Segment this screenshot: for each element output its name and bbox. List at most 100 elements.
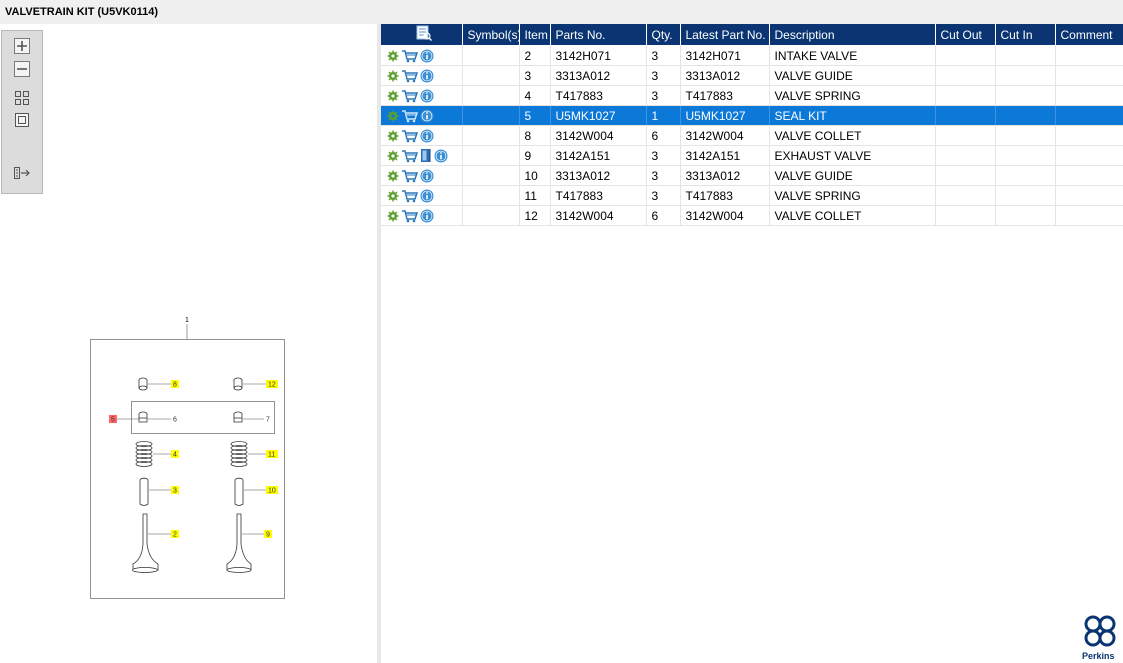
table-row[interactable]: 3 3313A012 3 3313A012 VALVE GUIDE (381, 65, 1123, 86)
callout-12[interactable]: 12 (243, 380, 278, 389)
parts-table: Symbol(s) Item Parts No. Qty. Latest Part No… (381, 24, 1123, 226)
cut-in-cell (995, 145, 1056, 166)
latest-part-no-cell: U5MK1027 (680, 105, 770, 126)
item-cell: 5 (519, 105, 551, 126)
table-row[interactable]: 9 3142A151 3 3142A151 EXHAUST VALVE (381, 145, 1123, 166)
column-chooser-icon[interactable] (415, 25, 433, 41)
pane-splitter[interactable] (377, 24, 381, 663)
cart-icon[interactable] (401, 49, 418, 63)
gear-icon[interactable] (387, 110, 399, 122)
gear-icon[interactable] (387, 50, 399, 62)
column-header[interactable]: Parts No. (550, 24, 647, 46)
callout-5[interactable]: 5 (109, 415, 139, 424)
column-header[interactable]: Cut Out (935, 24, 996, 46)
info-icon[interactable] (420, 89, 434, 103)
cart-icon[interactable] (401, 129, 418, 143)
info-icon[interactable] (420, 169, 434, 183)
comment-cell (1055, 125, 1123, 146)
gear-icon[interactable] (387, 210, 399, 222)
cart-icon[interactable] (401, 149, 418, 163)
seal-right (233, 411, 243, 423)
callout-3[interactable]: 3 (149, 486, 179, 495)
document-icon[interactable] (420, 148, 432, 163)
info-icon[interactable] (434, 149, 448, 163)
latest-part-no-cell: T417883 (680, 85, 770, 106)
table-row[interactable]: 11 T417883 3 T417883 VALVE SPRING (381, 185, 1123, 206)
gear-icon[interactable] (387, 150, 399, 162)
callout-label: 9 (266, 532, 270, 539)
column-header[interactable]: Item (519, 24, 551, 46)
row-actions (381, 125, 463, 146)
table-row[interactable]: 10 3313A012 3 3313A012 VALVE GUIDE (381, 165, 1123, 186)
description-cell: VALVE COLLET (769, 125, 936, 146)
symbols-cell (462, 85, 520, 106)
gear-icon[interactable] (387, 170, 399, 182)
table-row[interactable]: 4 T417883 3 T417883 VALVE SPRING (381, 85, 1123, 106)
fit-all-icon[interactable] (13, 89, 31, 107)
exploded-diagram: 1 8 12 5 6 7 4 11 3 10 2 9 (90, 317, 285, 599)
zoom-out-icon[interactable] (13, 60, 31, 78)
cut-in-cell (995, 65, 1056, 86)
column-header[interactable]: Cut In (995, 24, 1056, 46)
symbols-cell (462, 185, 520, 206)
diagram-pane[interactable] (0, 24, 377, 663)
info-icon[interactable] (420, 189, 434, 203)
cart-icon[interactable] (401, 189, 418, 203)
callout-9[interactable]: 9 (242, 530, 272, 539)
toggle-panel-icon[interactable] (13, 164, 31, 182)
cut-out-cell (935, 105, 996, 126)
callout-4[interactable]: 4 (153, 450, 179, 459)
qty-cell: 6 (646, 205, 681, 226)
cut-out-cell (935, 185, 996, 206)
zoom-in-icon[interactable] (13, 37, 31, 55)
table-row[interactable]: 2 3142H071 3 3142H071 INTAKE VALVE (381, 45, 1123, 66)
gear-icon[interactable] (387, 130, 399, 142)
row-actions (381, 145, 463, 166)
cart-icon[interactable] (401, 209, 418, 223)
gear-icon[interactable] (387, 70, 399, 82)
cart-icon[interactable] (401, 169, 418, 183)
info-icon[interactable] (420, 209, 434, 223)
valve-collet-left (138, 377, 148, 391)
row-actions (381, 185, 463, 206)
valve-collet-right (233, 377, 243, 391)
info-icon[interactable] (420, 49, 434, 63)
table-row[interactable]: 12 3142W004 6 3142W004 VALVE COLLET (381, 205, 1123, 226)
column-header-icons[interactable] (381, 24, 463, 46)
column-header[interactable]: Description (769, 24, 936, 46)
info-icon[interactable] (420, 69, 434, 83)
description-cell: VALVE SPRING (769, 85, 936, 106)
column-header[interactable]: Symbol(s) (462, 24, 520, 46)
comment-cell (1055, 65, 1123, 86)
diagram-toolbar (1, 30, 43, 194)
cart-icon[interactable] (401, 89, 418, 103)
callout-10[interactable]: 10 (244, 486, 278, 495)
callout-label: 5 (111, 417, 115, 424)
description-cell: INTAKE VALVE (769, 45, 936, 66)
description-cell: VALVE GUIDE (769, 165, 936, 186)
actual-size-icon[interactable] (13, 111, 31, 129)
column-header[interactable]: Qty. (646, 24, 681, 46)
table-row[interactable]: 5 U5MK1027 1 U5MK1027 SEAL KIT (381, 105, 1123, 126)
callout-7[interactable]: 7 (243, 417, 270, 424)
callout-8[interactable]: 8 (148, 380, 179, 389)
callout-2[interactable]: 2 (148, 530, 179, 539)
gear-icon[interactable] (387, 90, 399, 102)
cart-icon[interactable] (401, 69, 418, 83)
info-icon[interactable] (420, 129, 434, 143)
table-row[interactable]: 8 3142W004 6 3142W004 VALVE COLLET (381, 125, 1123, 146)
callout-label: 4 (173, 452, 177, 459)
info-icon[interactable] (420, 109, 434, 123)
qty-cell: 3 (646, 45, 681, 66)
gear-icon[interactable] (387, 190, 399, 202)
cart-icon[interactable] (401, 109, 418, 123)
window-title: VALVETRAIN KIT (U5VK0114) (5, 6, 159, 18)
column-header[interactable]: Latest Part No. (680, 24, 770, 46)
callout-11[interactable]: 11 (248, 450, 278, 459)
table-header: Symbol(s) Item Parts No. Qty. Latest Part No… (381, 24, 1123, 46)
parts-no-cell: T417883 (550, 185, 647, 206)
callout-6[interactable]: 6 (148, 417, 177, 424)
latest-part-no-cell: T417883 (680, 185, 770, 206)
callout-group: 8 12 5 6 7 4 11 3 10 2 9 (109, 380, 278, 539)
column-header[interactable]: Comment (1055, 24, 1123, 46)
